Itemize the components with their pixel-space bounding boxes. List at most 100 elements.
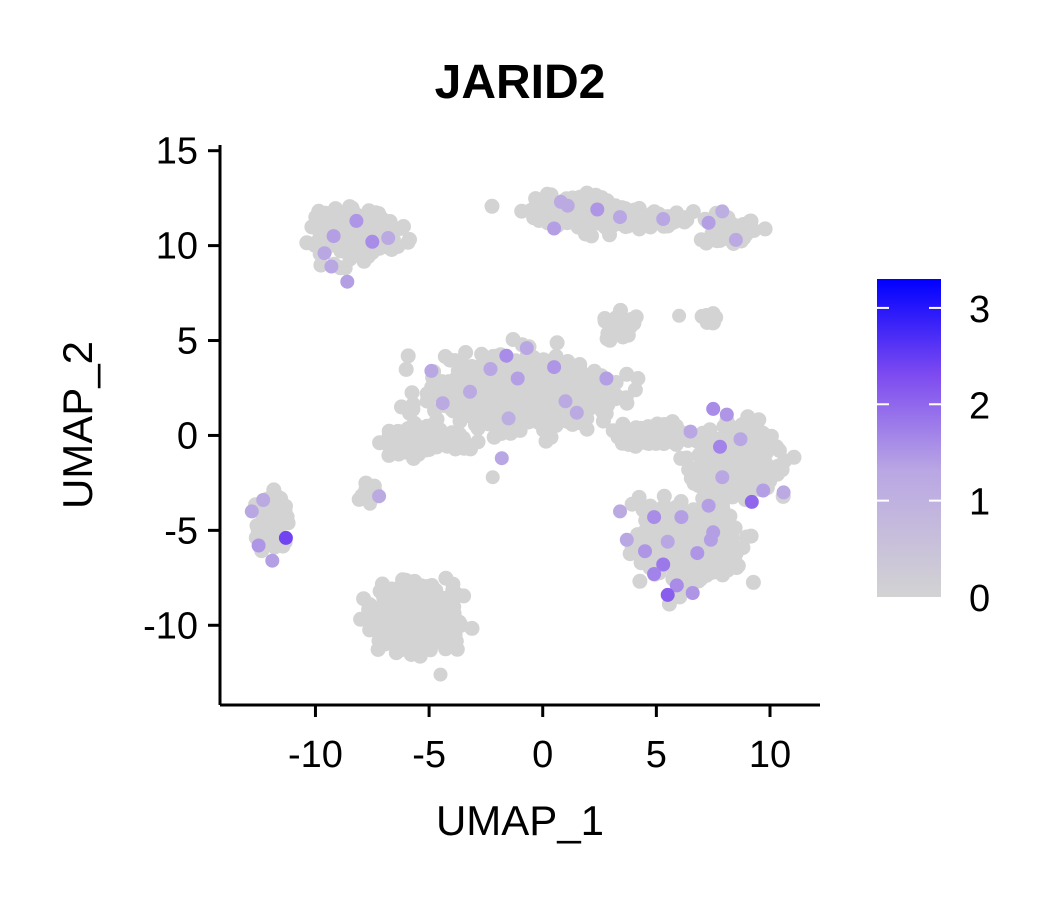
cell-point: [363, 216, 378, 232]
expressing-cell-point: [744, 494, 759, 509]
expressing-cell-point: [324, 259, 339, 274]
expressing-cell-point: [381, 231, 396, 245]
cell-point: [521, 399, 537, 415]
cell-point: [672, 308, 687, 323]
cell-point: [538, 433, 554, 449]
cell-point: [643, 219, 658, 235]
expressing-cell-point: [647, 510, 662, 525]
cell-point: [588, 399, 604, 415]
expressing-cell-point: [547, 360, 562, 375]
x-axis-ticks: -10 -5 0 5 10: [288, 705, 791, 776]
y-tick-label: 10: [156, 226, 198, 268]
cell-point: [449, 641, 465, 657]
cell-point: [579, 421, 595, 437]
cell-point: [715, 501, 731, 517]
y-tick-label: 0: [177, 415, 198, 457]
cell-point: [384, 242, 400, 257]
cell-point: [769, 439, 785, 455]
cell-point: [743, 528, 759, 544]
expressing-cell-point: [483, 362, 498, 376]
expressing-cell-point: [519, 341, 534, 356]
cell-point: [319, 212, 335, 228]
expressing-cell-point: [713, 439, 727, 454]
expressing-cell-point: [501, 411, 516, 426]
cell-point: [581, 371, 597, 387]
expressing-cell-point: [701, 498, 716, 513]
cell-point: [400, 348, 416, 364]
cell-point: [561, 376, 577, 392]
expressing-cell-point: [435, 396, 450, 411]
cell-point: [659, 511, 675, 527]
cell-point: [484, 198, 500, 214]
cell-point: [532, 197, 548, 213]
y-tick-label: 15: [156, 131, 198, 173]
cell-point: [280, 515, 296, 531]
cell-point: [438, 570, 454, 586]
cell-point: [483, 392, 499, 408]
cell-point: [526, 210, 542, 226]
cell-point: [667, 522, 683, 538]
expressing-cell-point: [558, 394, 573, 409]
expressing-cell-point: [656, 212, 671, 226]
expressing-cell-point: [463, 384, 477, 399]
colorbar-tick-label: 0: [969, 578, 990, 620]
expressing-cell-point: [683, 424, 698, 439]
cell-point: [398, 591, 413, 607]
expressing-cell-point: [244, 504, 259, 519]
cell-point: [700, 448, 716, 464]
cell-point: [437, 349, 453, 364]
expressing-cell-point: [674, 510, 689, 525]
expressing-cell-point: [560, 198, 575, 213]
cell-point: [433, 667, 448, 682]
cell-point: [624, 426, 640, 442]
x-tick-label: 0: [532, 734, 553, 776]
expressing-cell-point: [499, 348, 514, 363]
expressing-cell-point: [365, 234, 380, 249]
cell-point: [383, 599, 399, 615]
expressing-cell-point: [547, 221, 562, 236]
cell-point: [511, 421, 527, 436]
cell-point: [724, 532, 740, 547]
expressing-cell-point: [256, 493, 271, 507]
cell-point: [452, 426, 467, 442]
x-tick-label: 5: [646, 734, 667, 776]
y-tick-label: 5: [177, 321, 198, 363]
cell-point: [536, 374, 552, 390]
cell-point: [730, 558, 746, 574]
cell-point: [266, 482, 282, 498]
cell-point: [674, 558, 690, 573]
cell-point: [394, 399, 409, 415]
expressing-cell-point: [251, 538, 266, 553]
colorbar-tick-label: 3: [969, 289, 990, 331]
expressing-cell-point: [715, 470, 730, 485]
cell-point: [362, 597, 378, 613]
cell-point: [610, 389, 626, 405]
cell-point: [725, 489, 740, 505]
cell-point: [578, 226, 593, 242]
cell-point: [398, 361, 414, 377]
colorbar-gradient: [877, 279, 941, 597]
expressing-cell-point: [733, 432, 748, 447]
colorbar-tick-label: 2: [969, 385, 990, 427]
cell-point: [549, 335, 565, 351]
cell-point: [403, 647, 419, 662]
expressing-cell-point: [638, 544, 652, 559]
expressing-points-layer: [244, 194, 791, 602]
colorbar-ticks: 0 1 2 3: [877, 289, 990, 620]
cell-point: [304, 219, 320, 235]
y-axis-ticks: 15 10 5 0 -5 -10: [143, 131, 220, 647]
cell-point: [535, 416, 551, 432]
expressing-cell-point: [685, 586, 700, 600]
cell-point: [485, 348, 501, 364]
cell-point: [384, 433, 400, 449]
x-axis-title: UMAP_1: [436, 797, 604, 844]
cell-point: [624, 496, 640, 512]
cell-point: [619, 366, 635, 382]
cell-point: [685, 204, 701, 220]
cell-point: [643, 425, 659, 441]
expressing-cell-point: [340, 274, 355, 289]
cell-point: [313, 257, 329, 273]
cell-point: [556, 411, 572, 427]
cell-point: [441, 374, 457, 390]
expressing-cell-point: [719, 407, 734, 422]
